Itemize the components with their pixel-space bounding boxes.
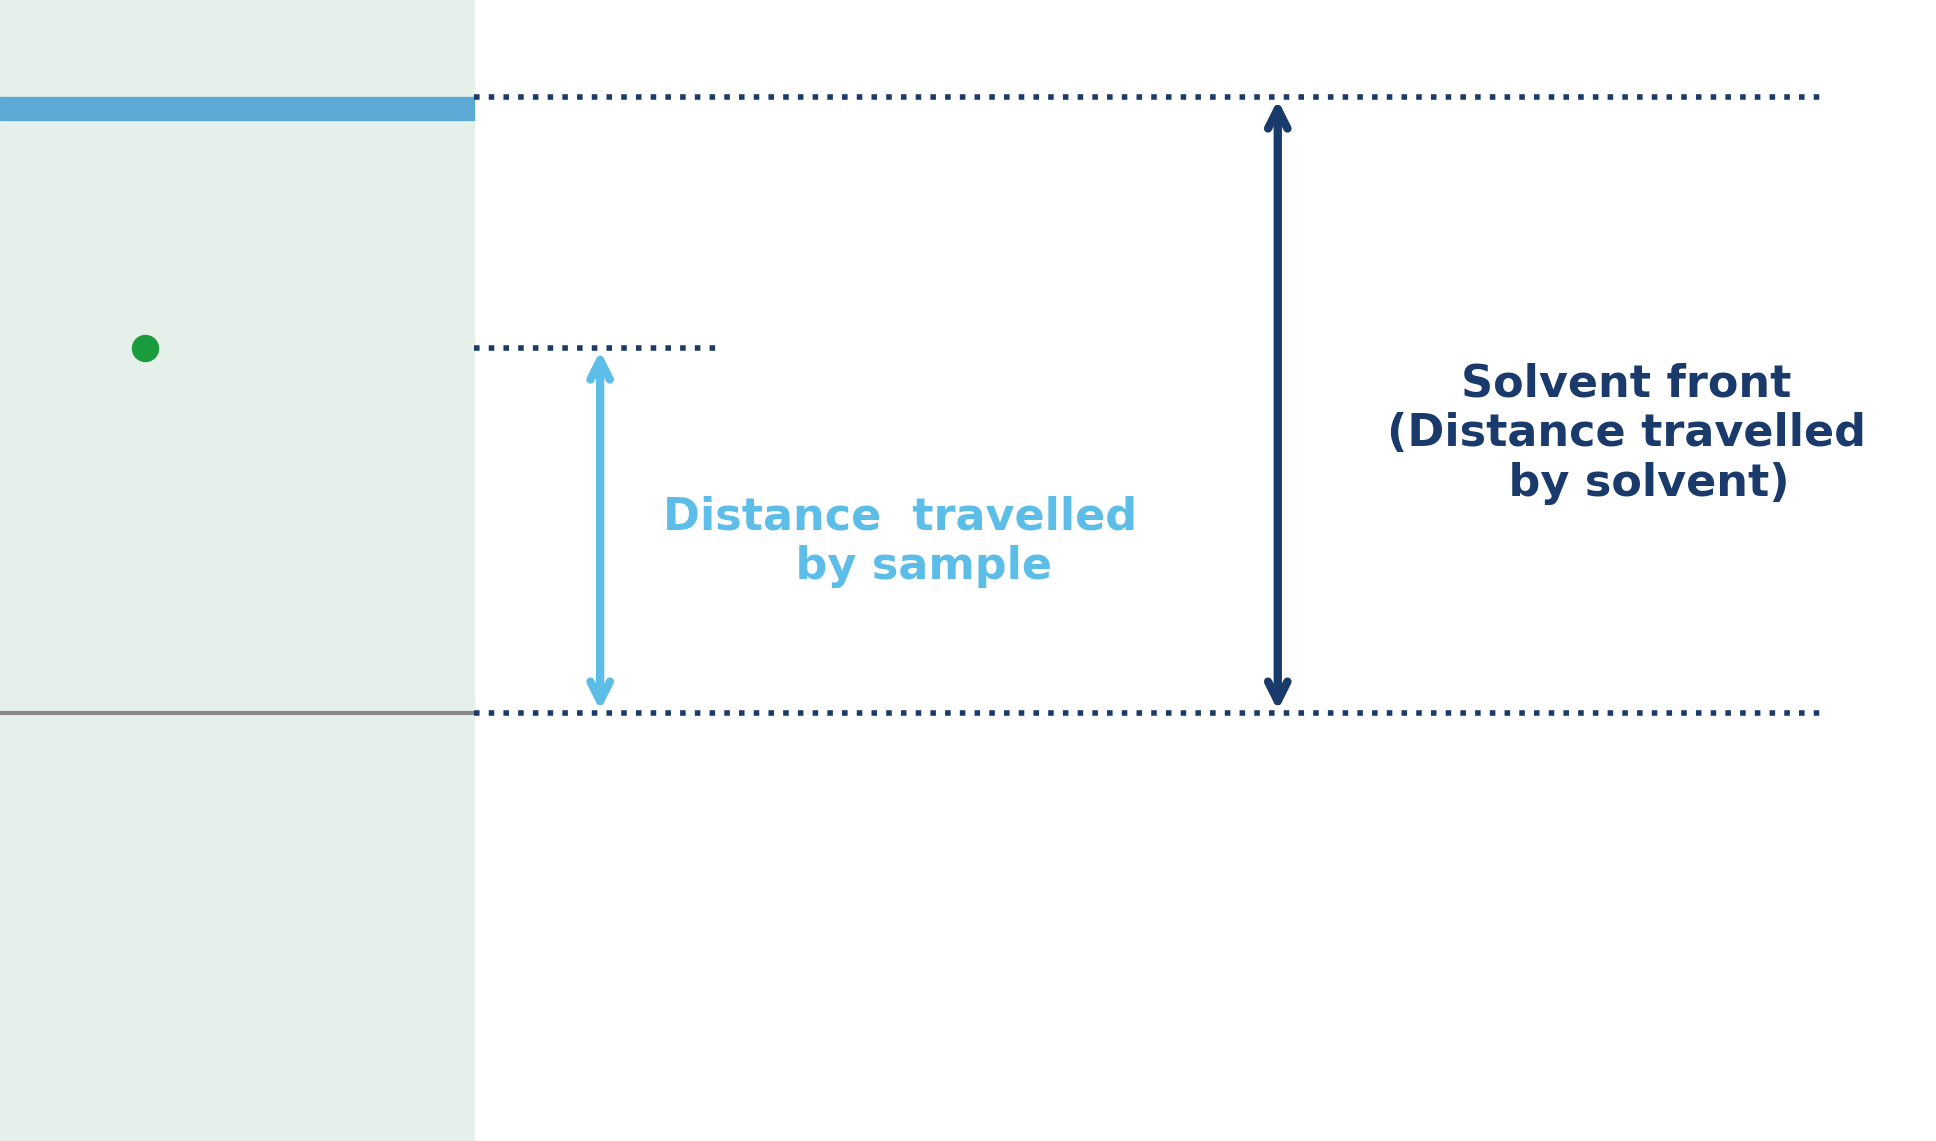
Bar	[0, 0, 474, 1141]
Point	[130, 339, 161, 357]
Text: Solvent front
(Distance travelled
   by solvent): Solvent front (Distance travelled by sol…	[1386, 363, 1866, 504]
Bar	[0, 97, 474, 120]
Text: Distance  travelled
   by sample: Distance travelled by sample	[664, 495, 1136, 589]
